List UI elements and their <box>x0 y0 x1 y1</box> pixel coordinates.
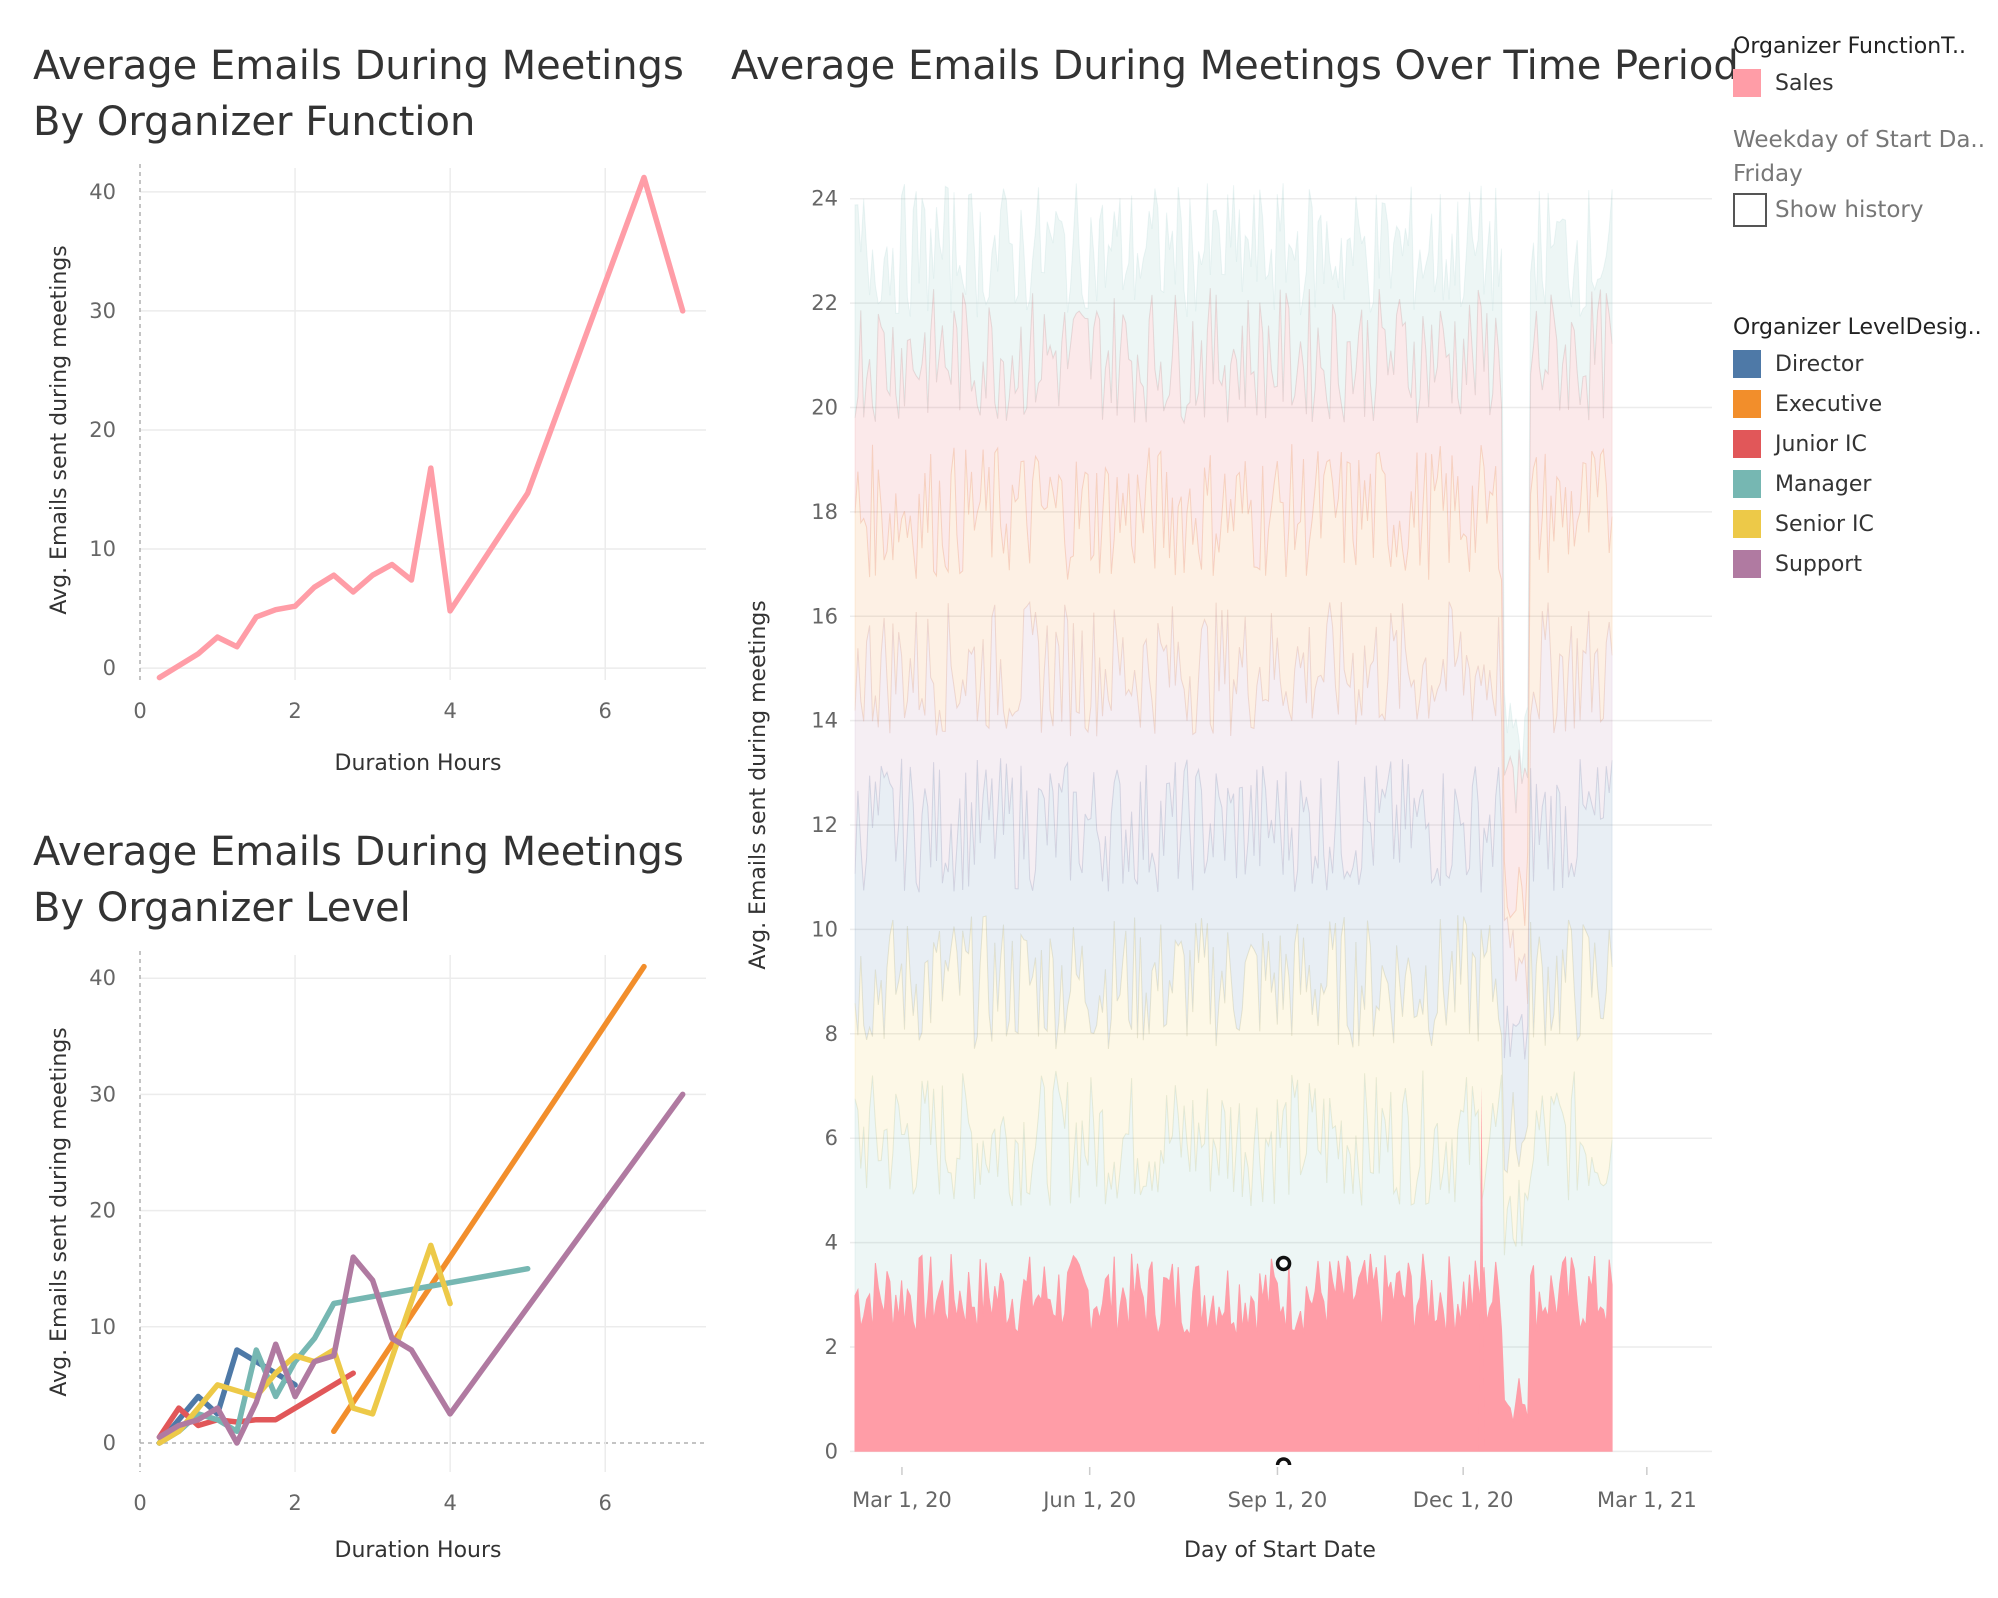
legend-swatch <box>1733 510 1761 538</box>
legend-panel: Organizer FunctionT.. Sales Weekday of S… <box>1733 34 1985 584</box>
show-history-checkbox[interactable] <box>1733 193 1767 227</box>
legend-level-item-executive[interactable]: Executive <box>1733 384 1985 424</box>
function-xlabel: Duration Hours <box>335 751 502 776</box>
faded-area-senior-ic <box>854 915 1613 1256</box>
legend-swatch <box>1733 69 1761 97</box>
weekday-filter-value[interactable]: Friday <box>1733 161 1803 187</box>
legend-function-title: Organizer FunctionT.. <box>1733 34 1966 59</box>
faded-area-executive <box>854 444 1613 1005</box>
y-tick-label: 10 <box>89 1315 116 1339</box>
y-tick-label: 0 <box>103 1431 116 1455</box>
y-tick-label: 22 <box>811 291 838 315</box>
legend-level-item-manager[interactable]: Manager <box>1733 464 1985 504</box>
chart-title-function-line1: Average Emails During Meetings <box>33 43 684 89</box>
y-tick-label: 18 <box>811 500 838 524</box>
series-line-sales[interactable] <box>156 174 686 681</box>
y-tick-label: 20 <box>811 395 838 419</box>
level-chart: 0 10 20 30 40 0 2 4 6 <box>89 951 706 1515</box>
function-chart: 0 10 20 30 40 0 2 4 6 <box>89 164 706 723</box>
y-tick-label: 8 <box>825 1022 838 1046</box>
legend-label: Manager <box>1775 471 1872 497</box>
area-sales-spike <box>1478 1085 1485 1452</box>
time-xlabel: Day of Start Date <box>1184 1538 1376 1563</box>
y-tick-label: 4 <box>825 1231 838 1255</box>
time-ylabel: Avg. Emails sent during meetings <box>746 600 771 969</box>
x-tick-label: Dec 1, 20 <box>1413 1488 1514 1512</box>
x-tick-label: Jun 1, 20 <box>1041 1488 1136 1512</box>
series-line-executive[interactable] <box>331 963 647 1435</box>
level-xlabel: Duration Hours <box>335 1538 502 1563</box>
y-tick-label: 20 <box>89 1199 116 1223</box>
level-ylabel: Avg. Emails sent during meetings <box>47 1027 72 1396</box>
series-line-director[interactable] <box>156 1347 298 1446</box>
x-tick-label: 4 <box>443 1491 456 1515</box>
x-tick-label: Mar 1, 21 <box>1597 1488 1697 1512</box>
x-tick-label: 2 <box>288 699 301 723</box>
selected-point-base-marker <box>1275 1457 1292 1466</box>
faded-area-support <box>854 600 1613 1060</box>
legend-swatch <box>1733 550 1761 578</box>
faded-area-director <box>854 758 1613 1174</box>
chart-title-level-line1: Average Emails During Meetings <box>33 829 684 875</box>
function-ylabel: Avg. Emails sent during meetings <box>47 245 72 614</box>
y-tick-label: 6 <box>825 1126 838 1150</box>
y-tick-label: 10 <box>89 537 116 561</box>
legend-swatch <box>1733 350 1761 378</box>
legend-function-items: Sales <box>1733 63 1985 103</box>
legend-level-item-director[interactable]: Director <box>1733 344 1985 384</box>
selected-point-marker[interactable] <box>1275 1255 1292 1272</box>
chart-title-level-line2: By Organizer Level <box>33 885 411 931</box>
weekday-filter-title: Weekday of Start Da.. <box>1733 127 1986 153</box>
x-tick-label: 4 <box>443 699 456 723</box>
y-tick-label: 0 <box>825 1439 838 1463</box>
y-tick-label: 14 <box>811 709 838 733</box>
y-tick-label: 10 <box>811 917 838 941</box>
x-tick-label: 6 <box>599 1491 612 1515</box>
show-history-toggle[interactable]: Show history <box>1733 193 1985 227</box>
legend-label: Support <box>1775 551 1862 577</box>
legend-swatch <box>1733 430 1761 458</box>
legend-level-title: Organizer LevelDesig.. <box>1733 315 1982 340</box>
y-tick-label: 30 <box>89 1082 116 1106</box>
legend-level-items: Director Executive Junior IC Manager Senior … <box>1733 344 1985 584</box>
legend-label: Sales <box>1775 70 1834 96</box>
y-tick-label: 40 <box>89 180 116 204</box>
chart-title-function-line2: By Organizer Function <box>33 99 476 145</box>
x-tick-label: Sep 1, 20 <box>1228 1488 1328 1512</box>
y-tick-label: 2 <box>825 1335 838 1359</box>
faded-area-manager <box>854 183 1613 814</box>
legend-level-item-support[interactable]: Support <box>1733 544 1985 584</box>
y-tick-label: 20 <box>89 418 116 442</box>
y-tick-label: 0 <box>103 656 116 680</box>
x-tick-label: 2 <box>288 1491 301 1515</box>
y-tick-label: 12 <box>811 813 838 837</box>
legend-function-item-sales[interactable]: Sales <box>1733 63 1985 103</box>
legend-label: Director <box>1775 351 1864 377</box>
legend-label: Junior IC <box>1775 431 1867 457</box>
x-tick-label: 6 <box>599 699 612 723</box>
x-tick-label: 0 <box>133 699 146 723</box>
show-history-label: Show history <box>1775 197 1924 223</box>
x-tick-label: 0 <box>133 1491 146 1515</box>
x-tick-label: Mar 1, 20 <box>852 1488 952 1512</box>
y-tick-label: 16 <box>811 604 838 628</box>
legend-swatch <box>1733 390 1761 418</box>
area-sales[interactable] <box>854 1253 1613 1452</box>
y-tick-label: 24 <box>811 187 838 211</box>
legend-level-item-junior-ic[interactable]: Junior IC <box>1733 424 1985 464</box>
series-line-support[interactable] <box>156 1091 686 1446</box>
y-tick-label: 40 <box>89 966 116 990</box>
legend-swatch <box>1733 470 1761 498</box>
legend-level-item-senior-ic[interactable]: Senior IC <box>1733 504 1985 544</box>
y-tick-label: 30 <box>89 299 116 323</box>
legend-label: Senior IC <box>1775 511 1874 537</box>
legend-label: Executive <box>1775 391 1883 417</box>
faded-area-junior-ic <box>854 288 1613 926</box>
chart-title-time: Average Emails During Meetings Over Time… <box>731 43 1739 89</box>
